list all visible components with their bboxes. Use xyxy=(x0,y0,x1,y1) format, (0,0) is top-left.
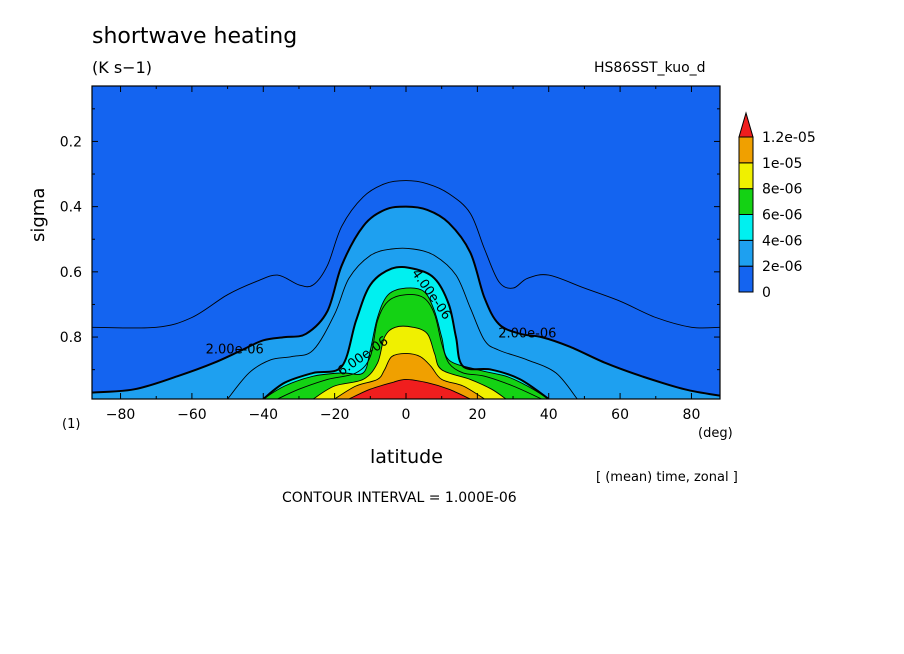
contour-core-0.00001 xyxy=(334,352,485,399)
colorbar-segment xyxy=(738,265,754,293)
colorbar-extend-arrow xyxy=(738,111,754,138)
y-tick-label: 0.8 xyxy=(60,330,82,346)
colorbar-segment xyxy=(738,136,754,164)
x-axis-unit: (deg) xyxy=(698,426,733,441)
x-tick-label: 80 xyxy=(683,407,701,423)
contour-line-0.000003 xyxy=(227,247,578,399)
contour-label: 2.00e-06 xyxy=(498,326,556,341)
x-tick-label: −20 xyxy=(320,407,350,423)
colorbar-label: 6e-06 xyxy=(762,208,802,224)
contour-line-0.000002 xyxy=(92,205,720,397)
colorbar-segment xyxy=(738,188,754,216)
contour-line-0.000005 xyxy=(277,294,542,399)
y-tick-label: 0.6 xyxy=(60,265,82,281)
averaging-note: [ (mean) time, zonal ] xyxy=(596,470,738,485)
colorbar-label: 1e-05 xyxy=(762,156,802,172)
contour-line-0.000004 xyxy=(262,265,550,399)
x-tick-label: −40 xyxy=(248,407,278,423)
x-tick-label: 20 xyxy=(468,407,486,423)
x-tick-label: −80 xyxy=(106,407,136,423)
x-tick-label: 60 xyxy=(611,407,629,423)
colorbar-label: 1.2e-05 xyxy=(762,130,816,146)
contour-label: 2.00e-06 xyxy=(206,343,264,358)
y-tick-label: 0.2 xyxy=(60,134,82,150)
x-axis-label: latitude xyxy=(370,446,443,468)
contour-interval-note: CONTOUR INTERVAL = 1.000E-06 xyxy=(282,490,517,506)
colorbar-label: 4e-06 xyxy=(762,233,802,249)
colorbar-segment xyxy=(738,239,754,267)
colorbar-label: 8e-06 xyxy=(762,182,802,198)
x-tick-label: 0 xyxy=(402,407,411,423)
chart-units: (K s−1) xyxy=(92,58,152,77)
y-tick-label: 0.4 xyxy=(60,200,82,216)
contour-line-0.000001 xyxy=(92,180,720,329)
chart-title: shortwave heating xyxy=(92,24,298,49)
colorbar-segment xyxy=(738,162,754,190)
colorbar-label: 2e-06 xyxy=(762,259,802,275)
colorbar-segment xyxy=(738,214,754,241)
dataset-name: HS86SST_kuo_d xyxy=(594,60,706,76)
colorbar-label: 0 xyxy=(762,285,771,301)
panel-number: (1) xyxy=(62,417,81,432)
x-tick-label: −60 xyxy=(177,407,207,423)
contour-core-0.000012 xyxy=(348,378,471,399)
x-tick-label: 40 xyxy=(540,407,558,423)
